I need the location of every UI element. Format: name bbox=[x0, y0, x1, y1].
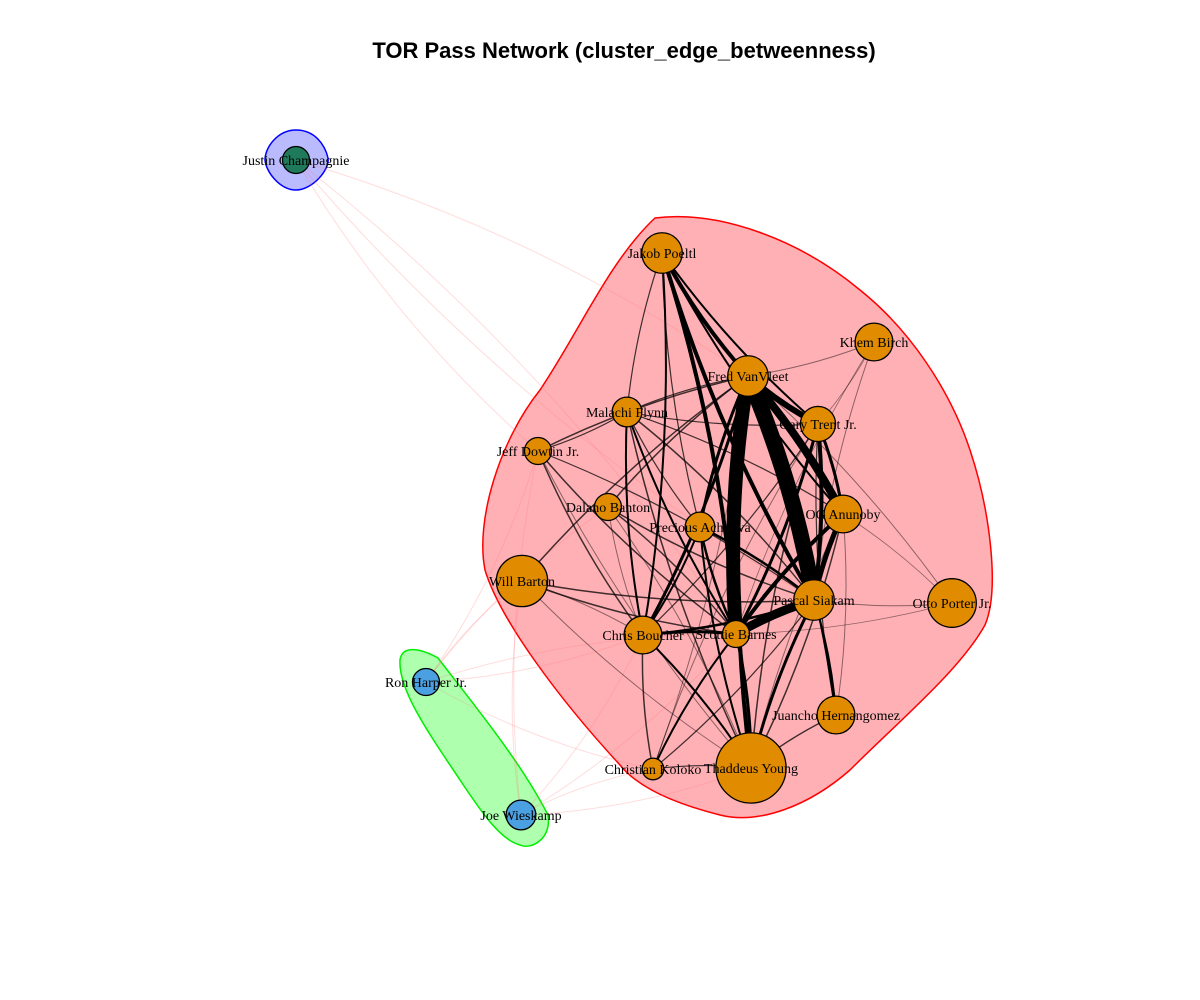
edge-jakob-poeltl-precious-achiuwa bbox=[661, 252, 701, 528]
node-chris-boucher bbox=[623, 615, 663, 655]
edge-dalano-banton-pascal-siakam bbox=[607, 506, 815, 601]
edge-christian-koloko-gary-trent-jr- bbox=[652, 423, 819, 770]
edge-gary-trent-jr--juancho-hernangomez bbox=[815, 423, 837, 716]
node-label-scottie-barnes: Scottie Barnes bbox=[695, 628, 776, 643]
node-will-barton bbox=[495, 554, 549, 608]
edge-jakob-poeltl-chris-boucher bbox=[642, 252, 667, 636]
node-pascal-siakam bbox=[793, 579, 835, 621]
node-jeff-dowtin-jr bbox=[523, 436, 553, 466]
edge-will-barton-pascal-siakam bbox=[521, 580, 815, 603]
edge-jeff-dowtin-jr--pascal-siakam bbox=[537, 450, 815, 601]
edge-otto-porter-jr--fred-vanvleet bbox=[747, 375, 953, 604]
cross-edge-ron-harper-jr--jeff-dowtin-jr- bbox=[425, 450, 539, 683]
node-label-jakob-poeltl: Jakob Poeltl bbox=[628, 247, 697, 262]
node-precious-achiuwa bbox=[684, 511, 716, 543]
edge-christian-koloko-fred-vanvleet bbox=[652, 375, 749, 770]
cross-edge-joe-wieskamp-chris-boucher bbox=[520, 634, 644, 816]
node-label-malachi-flynn: Malachi Flynn bbox=[586, 406, 668, 421]
node-label-pascal-siakam: Pascal Siakam bbox=[773, 594, 854, 609]
node-label-ron-harper-jr: Ron Harper Jr. bbox=[385, 676, 467, 691]
edge-jeff-dowtin-jr--scottie-barnes bbox=[537, 450, 737, 635]
node-scottie-barnes bbox=[721, 619, 751, 649]
node-label-thaddeus-young: Thaddeus Young bbox=[704, 762, 798, 777]
edge-scottie-barnes-gary-trent-jr- bbox=[734, 423, 820, 635]
node-label-will-barton: Will Barton bbox=[489, 575, 555, 590]
node-label-joe-wieskamp: Joe Wieskamp bbox=[480, 809, 561, 824]
node-label-jeff-dowtin-jr: Jeff Dowtin Jr. bbox=[497, 445, 580, 460]
node-label-dalano-banton: Dalano Banton bbox=[566, 501, 650, 516]
edge-otto-porter-jr--scottie-barnes bbox=[735, 602, 953, 635]
edge-will-barton-thaddeus-young bbox=[521, 580, 752, 769]
node-gary-trent-jr bbox=[799, 405, 837, 443]
edge-dalano-banton-thaddeus-young bbox=[607, 506, 752, 769]
edge-thaddeus-young-gary-trent-jr- bbox=[750, 423, 819, 769]
cross-edge-justin-champagnie-jeff-dowtin-jr- bbox=[295, 159, 539, 452]
node-juancho-hernangomez bbox=[816, 695, 856, 735]
cross-edge-joe-wieskamp-christian-koloko bbox=[520, 768, 654, 816]
edge-scottie-barnes-malachi-flynn bbox=[626, 411, 737, 635]
edge-og-anunoby-juancho-hernangomez bbox=[835, 513, 847, 716]
edge-malachi-flynn-pascal-siakam bbox=[626, 411, 815, 601]
edge-khem-birch-scottie-barnes bbox=[735, 341, 875, 635]
edge-dalano-banton-scottie-barnes bbox=[607, 506, 737, 635]
player-nodes bbox=[281, 145, 977, 831]
node-malachi-flynn bbox=[611, 396, 643, 428]
edge-malachi-flynn-thaddeus-young bbox=[626, 411, 752, 769]
player-labels: Justin Champagnie Jakob Poeltl Khem Birch F… bbox=[243, 154, 992, 824]
node-dalano-banton bbox=[593, 492, 623, 522]
node-label-chris-boucher: Chris Boucher bbox=[602, 629, 684, 644]
edge-gary-trent-jr--chris-boucher bbox=[642, 423, 819, 636]
node-justin-champagnie bbox=[281, 145, 311, 175]
cross-edge-ron-harper-jr--christian-koloko bbox=[425, 681, 654, 770]
node-christian-koloko bbox=[641, 757, 665, 781]
edge-malachi-flynn-og-anunoby bbox=[626, 411, 844, 515]
cross-edge-joe-wieskamp-jeff-dowtin-jr- bbox=[513, 450, 539, 816]
node-label-og-anunoby: OG Anunoby bbox=[805, 508, 880, 523]
node-label-gary-trent-jr: Gary Trent Jr. bbox=[779, 418, 856, 433]
edge-jeff-dowtin-jr--thaddeus-young bbox=[537, 450, 752, 769]
edge-will-barton-scottie-barnes bbox=[521, 580, 737, 635]
node-otto-porter-jr bbox=[927, 578, 977, 628]
edge-jakob-poeltl-gary-trent-jr- bbox=[661, 252, 819, 425]
node-label-precious-achiuwa: Precious Achiuwa bbox=[649, 521, 751, 536]
cross-edge-joe-wieskamp-will-barton bbox=[511, 580, 523, 816]
node-fred-vanvleet bbox=[727, 355, 769, 397]
node-jakob-poeltl bbox=[641, 232, 683, 274]
cross-edge-joe-wieskamp-scottie-barnes bbox=[520, 633, 737, 816]
node-khem-birch bbox=[854, 322, 894, 362]
node-label-fred-vanvleet: Fred VanVleet bbox=[708, 370, 789, 385]
edge-scottie-barnes-jakob-poeltl bbox=[660, 252, 738, 635]
cross-edge-ron-harper-jr--scottie-barnes bbox=[425, 633, 737, 683]
cluster-hull-green bbox=[399, 648, 550, 847]
edge-christian-koloko-pascal-siakam bbox=[652, 599, 815, 770]
edge-will-barton-fred-vanvleet bbox=[521, 375, 749, 582]
edge-pascal-siakam-gary-trent-jr- bbox=[812, 423, 824, 601]
node-joe-wieskamp bbox=[505, 799, 537, 831]
cross-edge-ron-harper-jr--chris-boucher bbox=[425, 634, 644, 683]
node-og-anunoby bbox=[823, 494, 863, 534]
node-label-khem-birch: Khem Birch bbox=[840, 336, 909, 351]
edge-scottie-barnes-christian-koloko bbox=[652, 633, 737, 770]
node-label-justin-champagnie: Justin Champagnie bbox=[243, 154, 350, 169]
chart-title: TOR Pass Network (cluster_edge_betweenne… bbox=[372, 38, 875, 63]
node-label-christian-koloko: Christian Koloko bbox=[605, 763, 702, 778]
node-label-juancho-hernangomez: Juancho Hernangomez bbox=[772, 709, 900, 724]
node-thaddeus-young bbox=[715, 732, 787, 804]
node-label-otto-porter-jr: Otto Porter Jr. bbox=[913, 597, 992, 612]
node-ron-harper-jr bbox=[411, 667, 441, 697]
edge-malachi-flynn-gary-trent-jr- bbox=[626, 411, 819, 426]
edge-jakob-poeltl-thaddeus-young bbox=[661, 252, 752, 769]
